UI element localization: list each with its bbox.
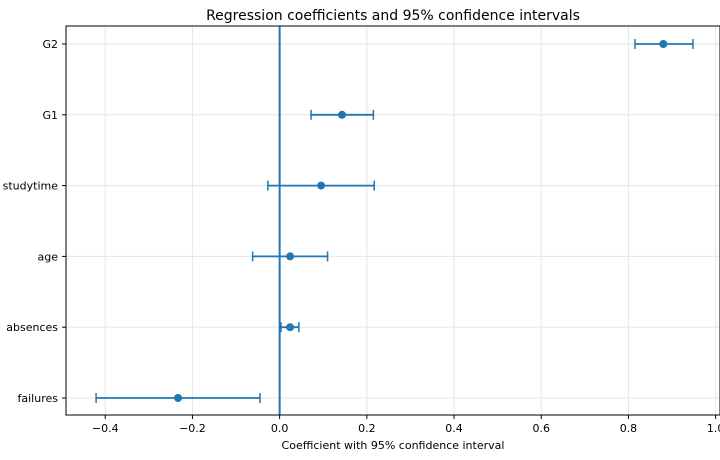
grid bbox=[66, 26, 720, 415]
y-tick-label: absences bbox=[6, 321, 58, 334]
chart-title: Regression coefficients and 95% confiden… bbox=[206, 8, 580, 24]
y-tick-label: studytime bbox=[3, 180, 59, 193]
point-age bbox=[286, 252, 295, 261]
plot-frame bbox=[65, 25, 720, 416]
points bbox=[174, 40, 668, 402]
point-absences bbox=[286, 323, 295, 332]
x-tick-label: 0.0 bbox=[271, 422, 289, 435]
x-tick-label: −0.4 bbox=[92, 422, 119, 435]
x-ticks: −0.4 −0.2 0.0 0.2 0.4 0.6 0.8 1.0 bbox=[92, 415, 720, 435]
x-tick-label: 0.6 bbox=[532, 422, 550, 435]
error-bars bbox=[95, 39, 694, 403]
point-studytime bbox=[317, 181, 326, 190]
x-tick-label: 0.8 bbox=[620, 422, 638, 435]
y-tick-label: failures bbox=[18, 392, 59, 405]
x-tick-label: −0.2 bbox=[179, 422, 206, 435]
y-tick-label: G1 bbox=[42, 109, 58, 122]
y-tick-label: age bbox=[38, 250, 59, 263]
point-G1 bbox=[337, 110, 346, 119]
y-ticks: G2 G1 studytime age absences failures bbox=[3, 38, 66, 405]
y-tick-label: G2 bbox=[42, 38, 58, 51]
x-tick-label: 1.0 bbox=[707, 422, 720, 435]
x-tick-label: 0.2 bbox=[358, 422, 376, 435]
point-G2 bbox=[659, 40, 668, 48]
point-failures bbox=[174, 394, 183, 402]
x-tick-label: 0.4 bbox=[445, 422, 463, 435]
x-axis-label: Coefficient with 95% confidence interval bbox=[282, 439, 505, 452]
